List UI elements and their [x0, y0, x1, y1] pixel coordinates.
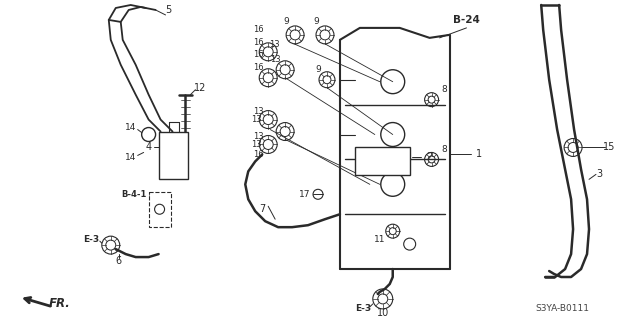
Text: 9: 9	[315, 65, 321, 74]
Text: 7: 7	[259, 204, 266, 214]
Text: 8: 8	[442, 85, 447, 94]
Text: 13: 13	[270, 55, 280, 64]
Text: B-4-1: B-4-1	[121, 190, 147, 199]
Text: 4: 4	[145, 143, 152, 152]
Text: 3: 3	[596, 169, 602, 179]
Text: 16: 16	[253, 63, 264, 72]
Bar	[355, 147, 410, 175]
Text: 12: 12	[195, 83, 207, 93]
Text: 5: 5	[165, 5, 172, 15]
Text: 1: 1	[476, 149, 483, 160]
Text: 2: 2	[426, 152, 433, 162]
Text: E-3: E-3	[355, 304, 371, 313]
Text: 13: 13	[253, 107, 264, 116]
Text: 17: 17	[300, 190, 311, 199]
Text: 10: 10	[377, 308, 389, 318]
Text: 6: 6	[116, 256, 122, 266]
Text: 16: 16	[253, 50, 264, 59]
Text: FR.: FR.	[49, 297, 71, 310]
Text: 13: 13	[251, 115, 262, 124]
Text: 8: 8	[442, 145, 447, 154]
Text: 9: 9	[284, 18, 289, 26]
Text: 11: 11	[374, 235, 385, 244]
Bar	[148, 192, 170, 227]
Text: 14: 14	[125, 153, 136, 162]
Bar	[159, 131, 188, 179]
Text: 9: 9	[313, 18, 319, 26]
Text: 14: 14	[125, 123, 136, 132]
Text: S3YA-B0111: S3YA-B0111	[535, 304, 589, 313]
Text: E-3: E-3	[83, 235, 99, 244]
Text: 16: 16	[253, 150, 264, 159]
Text: 13: 13	[253, 132, 264, 141]
Text: 15: 15	[603, 143, 615, 152]
Text: 16: 16	[253, 26, 264, 34]
Text: 16: 16	[253, 38, 264, 47]
Text: 13: 13	[251, 140, 262, 149]
Text: B-24: B-24	[453, 15, 480, 25]
Text: 13: 13	[269, 40, 280, 49]
